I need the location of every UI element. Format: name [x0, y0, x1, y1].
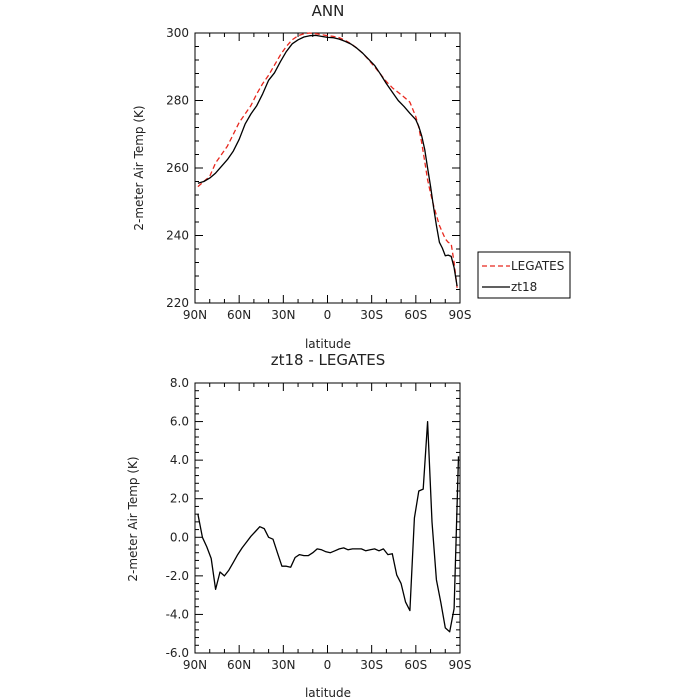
top-plot-area: 90N 60N 30N 0 30S 60S 90S 220 240 260 280 300: [166, 26, 471, 322]
bottom-x-tick-label: 30S: [360, 658, 383, 672]
bottom-x-tick-label: 90S: [449, 658, 472, 672]
top-x-tick-label: 60N: [227, 308, 251, 322]
top-x-axis-label: latitude: [305, 337, 351, 351]
top-x-tick-label: 90N: [183, 308, 207, 322]
top-y-tick-label: 280: [166, 94, 189, 108]
top-y-tick-label: 220: [166, 296, 189, 310]
bottom-y-tick-label: 6.0: [170, 415, 189, 429]
top-x-tick-label: 90S: [449, 308, 472, 322]
top-series-line-zt18: [197, 34, 458, 287]
legend-box: [477, 251, 571, 299]
bottom-y-axis-label: 2-meter Air Temp (K): [126, 456, 140, 581]
top-series-line-legates: [197, 32, 458, 288]
bottom-y-tick-label: 0.0: [170, 530, 189, 544]
bottom-y-tick-label: 4.0: [170, 453, 189, 467]
bottom-x-tick-label: 60S: [404, 658, 427, 672]
top-x-tick-label: 30S: [360, 308, 383, 322]
top-y-axis-label: 2-meter Air Temp (K): [132, 105, 146, 230]
legend: LEGATES zt18: [477, 251, 571, 299]
top-chart-title: ANN: [312, 2, 345, 20]
top-y-tick-label: 260: [166, 161, 189, 175]
bottom-series-line-difference: [197, 420, 460, 633]
bottom-x-tick-label: 0: [324, 658, 332, 672]
bottom-plot-area: 90N 60N 30N 0 30S 60S 90S -6.0 -4.0 -2.0 0.0 2.0 4.0…: [166, 376, 472, 672]
bottom-x-tick-label: 30N: [271, 658, 295, 672]
bottom-y-tick-label: -2.0: [166, 569, 189, 583]
top-x-tick-label: 60S: [404, 308, 427, 322]
top-y-tick-label: 240: [166, 229, 189, 243]
top-x-tick-label: 0: [324, 308, 332, 322]
bottom-chart-title: zt18 - LEGATES: [271, 351, 386, 369]
bottom-y-tick-label: 8.0: [170, 376, 189, 390]
top-plot-frame: [194, 32, 461, 304]
legend-label-zt18: zt18: [511, 280, 537, 294]
bottom-y-tick-label: -4.0: [166, 607, 189, 621]
top-x-tick-label: 30N: [271, 308, 295, 322]
bottom-y-tick-label: -6.0: [166, 646, 189, 660]
top-y-tick-label: 300: [166, 26, 189, 40]
bottom-x-tick-label: 60N: [227, 658, 251, 672]
bottom-x-tick-label: 90N: [183, 658, 207, 672]
top-panel: ANN 90N 60N 30N 0 30S 60S 90S 220 240 260 280 300 2…: [132, 2, 571, 351]
bottom-panel: zt18 - LEGATES 90N 60N 30N 0 30S 60S 90S -6.0 -4…: [126, 351, 471, 700]
bottom-y-tick-label: 2.0: [170, 492, 189, 506]
bottom-plot-frame: [194, 382, 461, 654]
bottom-x-axis-label: latitude: [305, 686, 351, 700]
legend-label-legates: LEGATES: [511, 259, 564, 273]
